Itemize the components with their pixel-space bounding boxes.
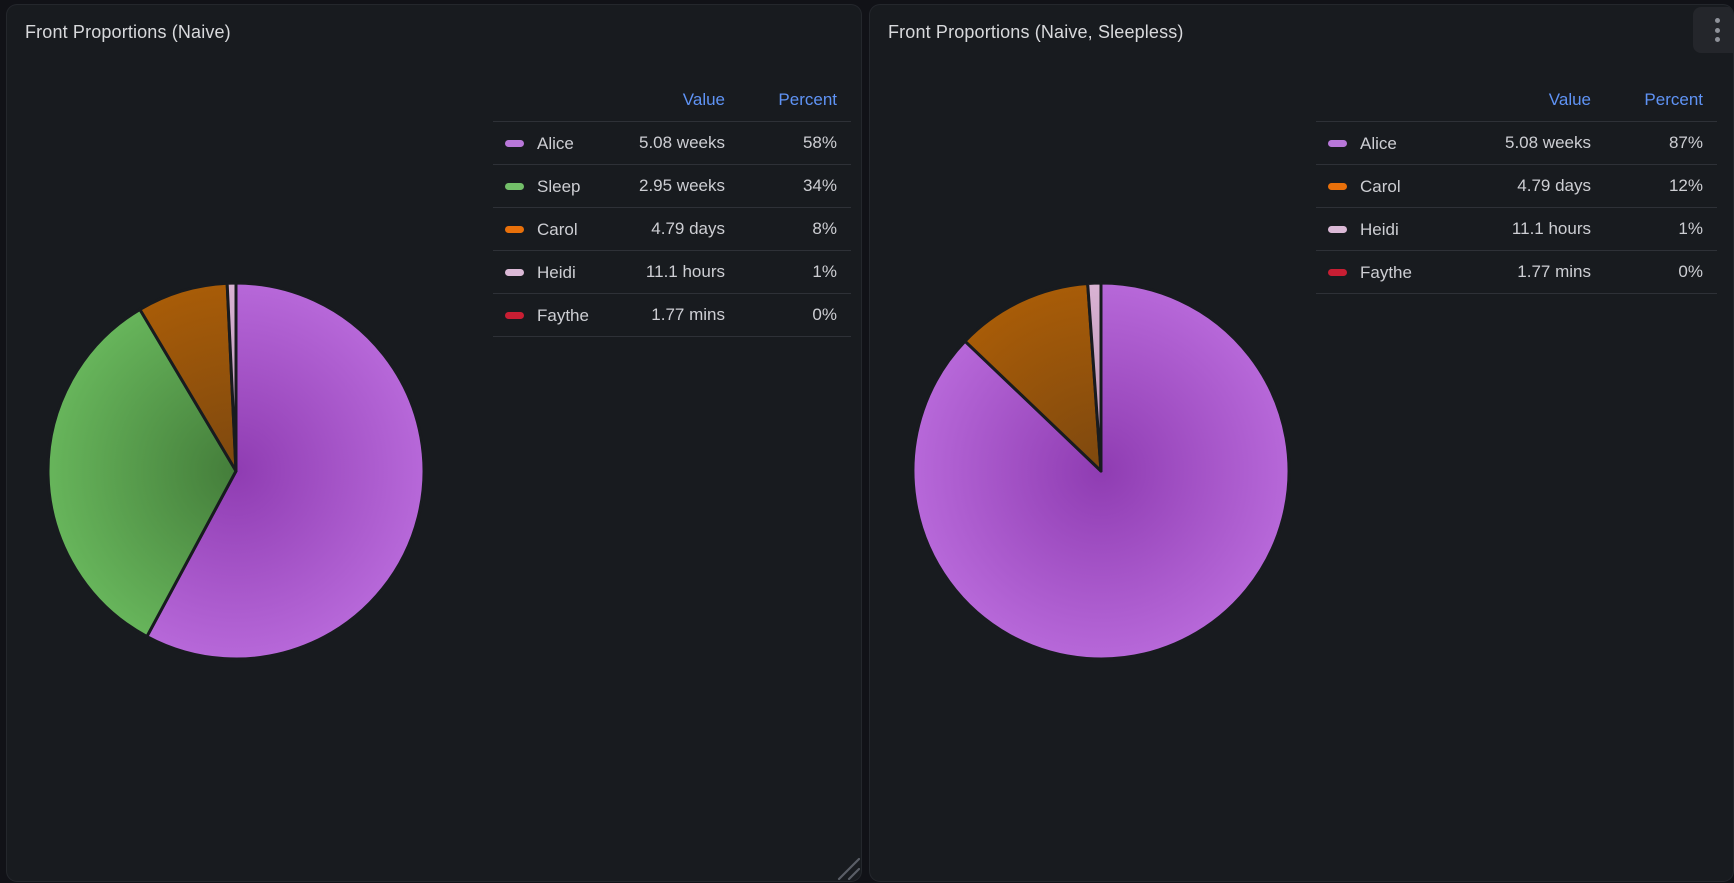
legend-header-spacer [1316, 79, 1475, 122]
legend-color-swatch[interactable] [505, 312, 524, 320]
legend-value: 11.1 hours [1475, 207, 1605, 251]
legend-value: 2.95 weeks [609, 164, 739, 208]
legend-label-heidi[interactable]: Heidi [537, 262, 576, 282]
panel-title[interactable]: Front Proportions (Naive, Sleepless) [888, 21, 1184, 42]
legend-label-faythe[interactable]: Faythe [537, 305, 589, 325]
legend-row: Faythe 1.77 mins 0% [1316, 250, 1717, 294]
legend-color-swatch[interactable] [505, 183, 524, 191]
legend-header-percent[interactable]: Percent [1605, 79, 1717, 122]
legend-percent: 58% [739, 121, 851, 165]
legend-row: Heidi 11.1 hours 1% [493, 250, 851, 294]
legend-color-swatch[interactable] [505, 269, 524, 277]
legend-value: 1.77 mins [1475, 250, 1605, 294]
legend-value: 4.79 days [609, 207, 739, 251]
legend-percent: 0% [739, 293, 851, 337]
legend-percent: 87% [1605, 121, 1717, 165]
legend-color-swatch[interactable] [1328, 269, 1347, 277]
resize-grip-icon [837, 857, 860, 880]
legend-row: Sleep 2.95 weeks 34% [493, 164, 851, 208]
legend-row: Alice 5.08 weeks 87% [1316, 121, 1717, 165]
legend-header-row: Value Percent [493, 79, 851, 122]
panel-header: Front Proportions (Naive) [7, 5, 861, 59]
legend-row: Alice 5.08 weeks 58% [493, 121, 851, 165]
pie-slice-alice[interactable] [145, 281, 426, 661]
pie-slice-heidi[interactable] [1086, 281, 1103, 473]
legend-header-row: Value Percent [1316, 79, 1717, 122]
legend-percent: 12% [1605, 164, 1717, 208]
panel-resize-handle[interactable] [836, 856, 860, 880]
legend-color-swatch[interactable] [1328, 140, 1347, 148]
legend-header-value[interactable]: Value [609, 79, 739, 122]
legend-percent: 34% [739, 164, 851, 208]
panel-menu-button[interactable] [1693, 7, 1733, 53]
panel-title[interactable]: Front Proportions (Naive) [25, 21, 231, 42]
pie-chart[interactable] [901, 271, 1301, 671]
legend-label-carol[interactable]: Carol [1360, 176, 1401, 196]
pie-slice-heidi[interactable] [225, 281, 238, 473]
legend-value: 5.08 weeks [1475, 121, 1605, 165]
legend-label-faythe[interactable]: Faythe [1360, 262, 1412, 282]
legend-value: 11.1 hours [609, 250, 739, 294]
panel-front-proportions-naive: Front Proportions (Naive) Value Percent … [6, 4, 862, 882]
legend-percent: 1% [1605, 207, 1717, 251]
legend-value: 4.79 days [1475, 164, 1605, 208]
legend-percent: 0% [1605, 250, 1717, 294]
legend-percent: 1% [739, 250, 851, 294]
legend-percent: 8% [739, 207, 851, 251]
legend-header-value[interactable]: Value [1475, 79, 1605, 122]
legend-label-heidi[interactable]: Heidi [1360, 219, 1399, 239]
legend-color-swatch[interactable] [1328, 183, 1347, 191]
legend-table: Value Percent Alice 5.08 weeks 58% Sleep 2.9… [493, 79, 851, 337]
pie-chart[interactable] [36, 271, 436, 671]
legend-row: Heidi 11.1 hours 1% [1316, 207, 1717, 251]
legend-label-sleep[interactable]: Sleep [537, 176, 581, 196]
panel-header: Front Proportions (Naive, Sleepless) [870, 5, 1733, 59]
legend-color-swatch[interactable] [505, 226, 524, 234]
legend-row: Carol 4.79 days 12% [1316, 164, 1717, 208]
legend-label-alice[interactable]: Alice [1360, 133, 1397, 153]
legend-color-swatch[interactable] [1328, 226, 1347, 234]
legend-row: Faythe 1.77 mins 0% [493, 293, 851, 337]
pie-slice-carol[interactable] [138, 281, 238, 473]
legend-header-percent[interactable]: Percent [739, 79, 851, 122]
pie-slice-sleep[interactable] [46, 307, 238, 639]
legend-color-swatch[interactable] [505, 140, 524, 148]
legend-row: Carol 4.79 days 8% [493, 207, 851, 251]
legend-label-carol[interactable]: Carol [537, 219, 578, 239]
legend-value: 5.08 weeks [609, 121, 739, 165]
legend-table: Value Percent Alice 5.08 weeks 87% Carol 4.7… [1316, 79, 1717, 294]
pie-slice-carol[interactable] [963, 281, 1103, 473]
legend-value: 1.77 mins [609, 293, 739, 337]
kebab-menu-icon [1714, 18, 1720, 42]
legend-header-spacer [493, 79, 609, 122]
legend-label-alice[interactable]: Alice [537, 133, 574, 153]
panel-front-proportions-naive-sleepless: Front Proportions (Naive, Sleepless) Val… [869, 4, 1734, 882]
